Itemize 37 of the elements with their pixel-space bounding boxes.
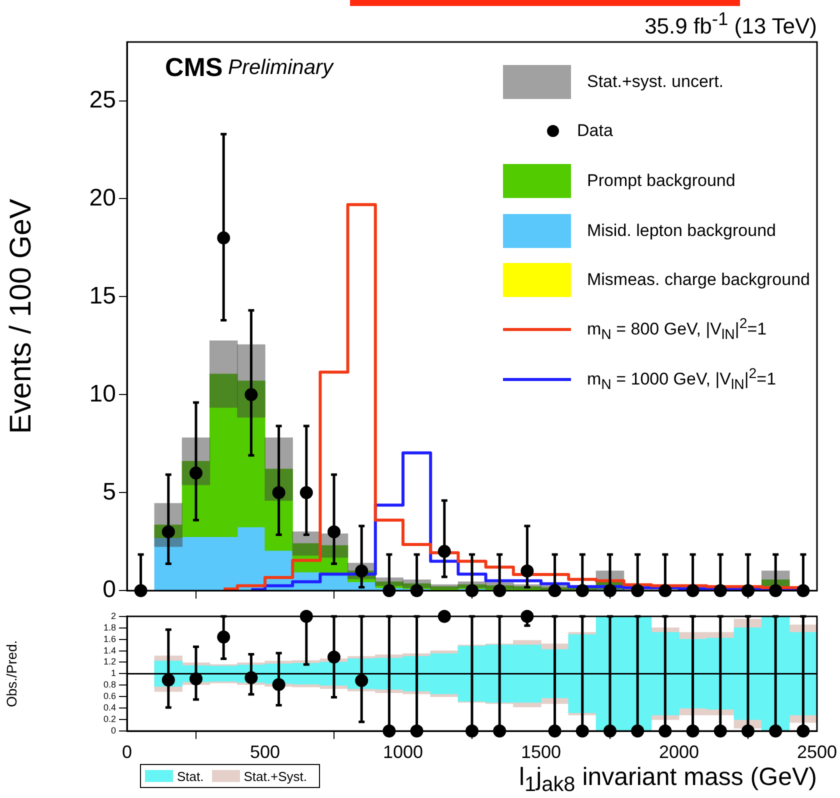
y-tick-label: 10 xyxy=(89,380,116,408)
legend-label: Stat.+syst. uncert. xyxy=(586,72,724,92)
y-tick-label: 0 xyxy=(110,725,116,736)
y-tick-label: 1.6 xyxy=(103,634,116,644)
y-tick-label: 0.2 xyxy=(103,714,116,724)
x-tick-label: 2000 xyxy=(658,742,700,762)
y-tick-label: 1.2 xyxy=(103,656,116,667)
x-tick-label: 1000 xyxy=(382,742,424,762)
legend-label: Prompt background xyxy=(586,170,736,191)
x-tick-label: 1500 xyxy=(520,742,562,762)
y-axis-title: Events / 100 GeV xyxy=(4,198,38,434)
legend-label: Data xyxy=(576,121,613,142)
y-tick-label: 1.8 xyxy=(103,622,116,632)
legend-label: m$_{N}$ = 800 GeV, |V$_{lN}$|$^{2}$=1 xyxy=(586,316,767,344)
y-axis-title: Obs./Pred. xyxy=(3,640,20,708)
y-tick-label: 15 xyxy=(89,282,116,310)
y-tick-label: 0 xyxy=(102,576,116,604)
legend-label: Misid. lepton background xyxy=(586,220,776,241)
annotation: CMS xyxy=(165,52,223,83)
y-tick-label: 2 xyxy=(110,610,116,621)
y-tick-label: 20 xyxy=(89,184,116,212)
x-axis-title: l$_{1}$j$_{ak8}$ invariant mass (GeV) xyxy=(518,763,817,797)
x-tick-label: 2500 xyxy=(796,742,837,762)
y-tick-label: 5 xyxy=(102,478,116,506)
y-tick-label: 1.4 xyxy=(103,645,116,656)
y-tick-label: 25 xyxy=(89,86,116,114)
y-tick-label: 1 xyxy=(110,668,116,678)
legend-label: Mismeas. charge background xyxy=(586,270,810,290)
x-tick-label: 500 xyxy=(250,742,280,762)
legend-label: Stat. xyxy=(177,768,204,784)
y-tick-label: 0.4 xyxy=(103,702,116,713)
y-tick-label: 0.6 xyxy=(103,691,116,702)
legend-label: Stat.+Syst. xyxy=(244,768,307,784)
y-tick-label: 0.8 xyxy=(103,680,116,690)
annotation: Preliminary xyxy=(228,56,334,80)
chart-title: 35.9 fb$^{-1}$ (13 TeV) xyxy=(644,8,817,40)
legend-label: m$_{N}$ = 1000 GeV, |V$_{lN}$|$^{2}$=1 xyxy=(586,366,776,393)
